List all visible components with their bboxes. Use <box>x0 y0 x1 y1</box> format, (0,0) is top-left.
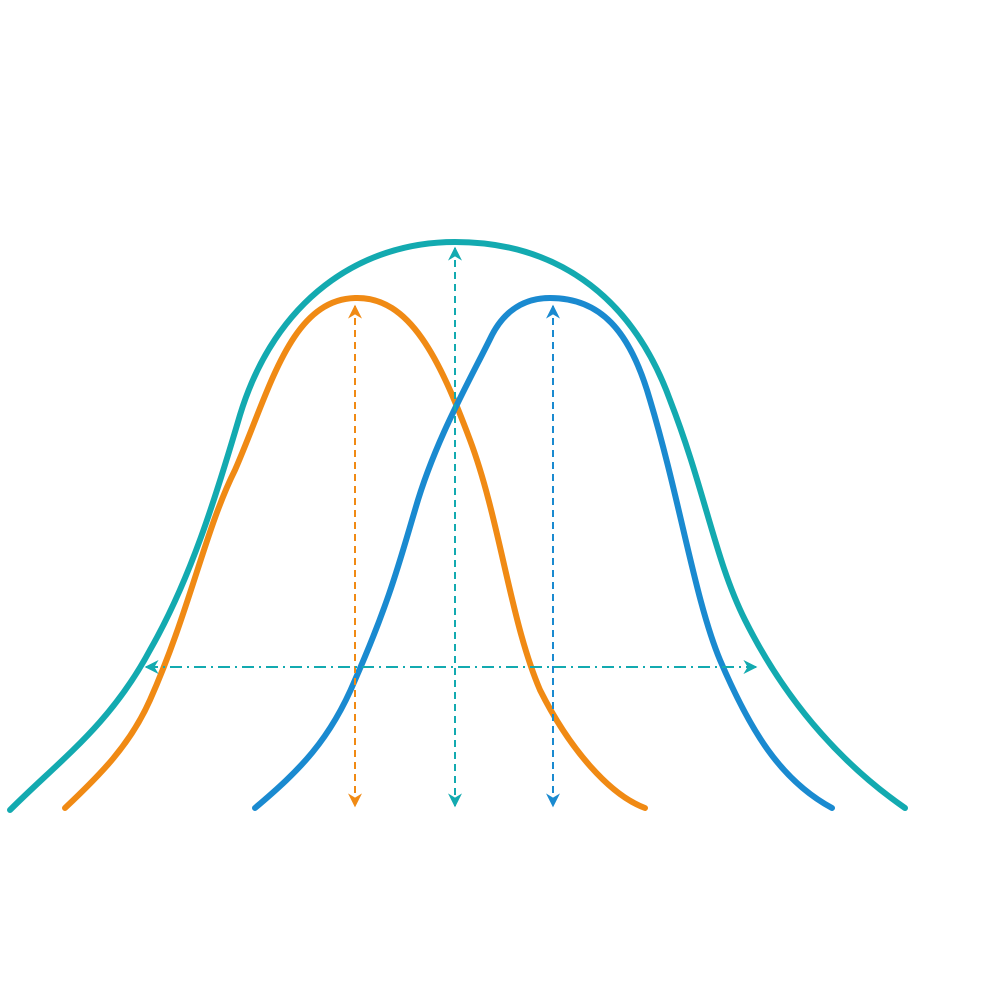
wide-curve <box>7 238 908 813</box>
right-curve <box>252 294 835 811</box>
